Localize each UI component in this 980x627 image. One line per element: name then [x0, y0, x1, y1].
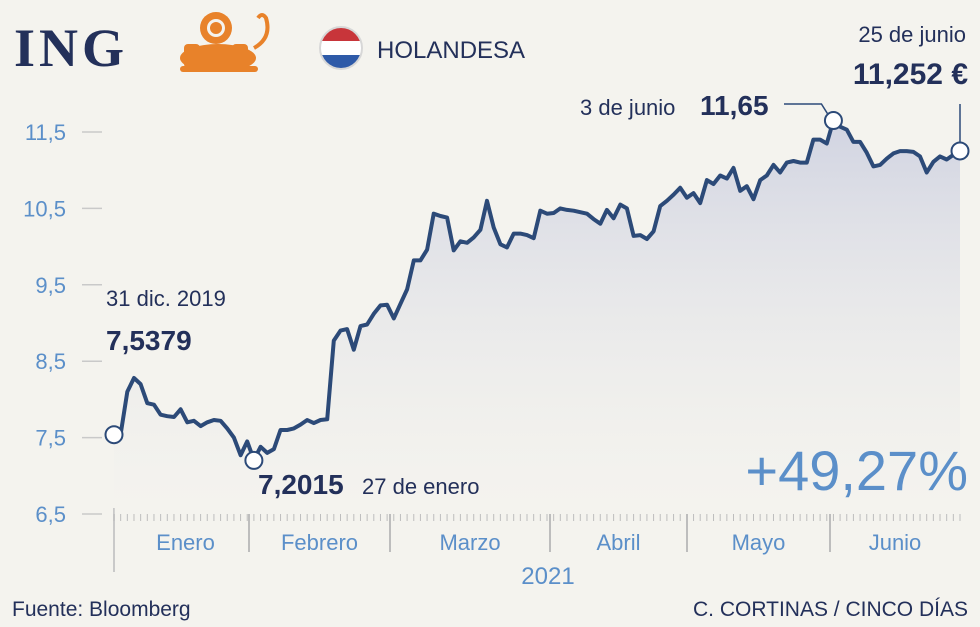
month-label: Junio — [869, 530, 922, 555]
last-date-label: 25 de junio — [858, 22, 966, 47]
month-label: Enero — [156, 530, 215, 555]
low-date-label: 27 de enero — [362, 474, 479, 499]
last-value-label: 11,252 € — [853, 58, 968, 91]
y-tick-label: 6,5 — [35, 502, 66, 527]
start-point-marker — [104, 425, 124, 445]
start-value-label: 7,5379 — [106, 325, 192, 356]
y-axis: 6,5 7,5 8,5 9,5 10,5 11,5 — [23, 120, 102, 527]
high-leader-line — [784, 103, 829, 114]
last-point-marker — [950, 141, 970, 161]
low-point-marker — [244, 450, 264, 470]
month-label: Mayo — [732, 530, 786, 555]
credit-label: C. CORTINAS / CINCO DÍAS — [693, 598, 968, 621]
high-value-label: 11,65 — [700, 90, 769, 121]
y-tick-label: 7,5 — [35, 426, 66, 451]
y-tick-label: 11,5 — [25, 120, 66, 145]
change-label: +49,27% — [745, 439, 968, 502]
netherlands-flag-icon — [319, 26, 363, 70]
low-value-label: 7,2015 — [258, 469, 344, 500]
y-tick-label: 10,5 — [23, 196, 66, 221]
ing-lion-icon — [180, 12, 270, 72]
start-date-label: 31 dic. 2019 — [106, 286, 226, 311]
y-tick-label: 9,5 — [35, 273, 66, 298]
y-tick-label: 8,5 — [35, 349, 66, 374]
price-area — [114, 120, 960, 514]
year-label: 2021 — [521, 563, 574, 590]
high-point-marker — [823, 111, 843, 131]
x-axis: Enero Febrero Marzo Abril Mayo Junio 2021 — [113, 508, 961, 590]
month-label: Abril — [596, 530, 640, 555]
country-label: HOLANDESA — [377, 37, 525, 64]
month-label: Febrero — [281, 530, 358, 555]
high-date-label: 3 de junio — [580, 95, 675, 120]
month-label: Marzo — [439, 530, 500, 555]
ing-logo-text: ING — [14, 18, 128, 78]
source-label: Fuente: Bloomberg — [12, 598, 191, 621]
